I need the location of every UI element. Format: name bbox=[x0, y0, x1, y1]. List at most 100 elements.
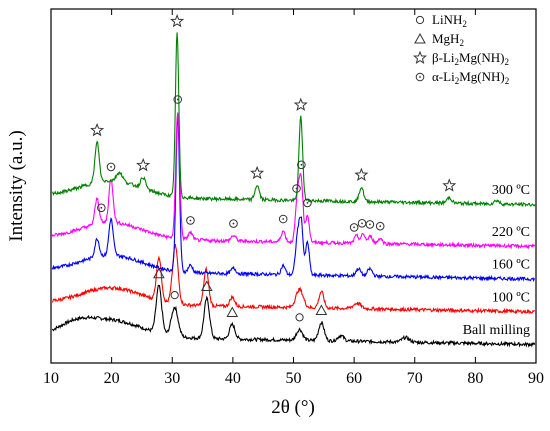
marker-dot bbox=[379, 225, 382, 228]
phase-marker-star bbox=[250, 165, 265, 180]
phase-marker-dotted-circle bbox=[186, 216, 195, 225]
tick-layer: 10 20 30 40 50 60 70 80 90 bbox=[43, 9, 544, 387]
phase-marker-dotted-circle bbox=[106, 162, 116, 172]
legend-label-main: MgH bbox=[432, 31, 459, 46]
x-tick-label: 50 bbox=[286, 370, 302, 387]
phase-marker-dotted-circle bbox=[349, 223, 359, 232]
marker-ring bbox=[106, 162, 116, 172]
series-label: Ball milling bbox=[463, 323, 530, 338]
x-tick-label: 30 bbox=[164, 370, 180, 387]
marker-dot bbox=[282, 218, 285, 220]
series-line-4 bbox=[51, 32, 536, 208]
marker-ring bbox=[415, 72, 425, 82]
marker-ring bbox=[97, 203, 106, 213]
marker-dot bbox=[353, 226, 356, 229]
series-label: 220 ºC bbox=[492, 225, 530, 240]
marker-dot bbox=[306, 202, 309, 204]
marker-dot bbox=[300, 163, 303, 166]
x-tick-label: 80 bbox=[467, 370, 483, 387]
phase-marker-dotted-circle bbox=[357, 219, 367, 228]
phase-marker-dotted-circle bbox=[303, 198, 312, 208]
phase-marker-triangle bbox=[315, 304, 328, 315]
legend-label-sub: 2 bbox=[455, 57, 460, 67]
legend-symbol-triangle bbox=[414, 32, 426, 44]
marker-dot bbox=[368, 223, 371, 226]
phase-marker-dotted-circle bbox=[297, 160, 306, 170]
marker-dot bbox=[419, 76, 421, 78]
phase-marker-star bbox=[136, 157, 151, 172]
marker-ring bbox=[292, 184, 301, 193]
series-line-1 bbox=[52, 243, 535, 315]
marker-ring bbox=[278, 214, 288, 224]
phase-marker-star bbox=[442, 178, 457, 192]
legend-symbol-star bbox=[413, 50, 427, 65]
marker-dot bbox=[110, 166, 112, 168]
phase-marker-dotted-circle bbox=[375, 221, 385, 231]
series-line-2 bbox=[51, 116, 536, 283]
phase-marker-dotted-circle bbox=[278, 214, 288, 224]
phase-marker-star bbox=[293, 97, 308, 111]
phase-marker-triangle bbox=[200, 280, 213, 292]
legend-label-main: α-Li bbox=[432, 69, 455, 84]
legend-label: β-Li2Mg(NH)2 bbox=[432, 50, 509, 67]
x-axis-label: 2θ (°) bbox=[271, 397, 315, 418]
marker-ring bbox=[186, 216, 195, 225]
legend-label-rest: Mg(NH) bbox=[459, 50, 505, 65]
phase-marker-triangle bbox=[153, 267, 165, 279]
marker-ring bbox=[365, 220, 375, 229]
series-label: 160 ºC bbox=[492, 258, 530, 273]
marker-ring bbox=[173, 95, 183, 104]
x-tick-label: 10 bbox=[43, 370, 59, 387]
marker-dot bbox=[176, 98, 179, 101]
marker-ring bbox=[349, 223, 359, 232]
x-tick-label: 90 bbox=[528, 370, 544, 387]
marker-dot bbox=[295, 187, 298, 190]
legend-label: MgH2 bbox=[432, 31, 464, 48]
phase-marker-dotted-circle bbox=[365, 220, 375, 229]
marker-dot bbox=[361, 222, 363, 225]
x-tick-label: 20 bbox=[104, 370, 120, 387]
legend-label-sub2: 2 bbox=[505, 57, 510, 67]
series-label: 100 ºC bbox=[492, 290, 530, 305]
phase-marker-star bbox=[170, 14, 185, 28]
marker-ring bbox=[297, 160, 306, 170]
legend-symbol-circle bbox=[415, 15, 425, 25]
series-layer bbox=[51, 32, 536, 348]
series-line-0 bbox=[51, 284, 536, 348]
marker-ring bbox=[229, 219, 238, 228]
legend-label-sub: 2 bbox=[462, 19, 467, 29]
phase-marker-dotted-circle bbox=[173, 95, 183, 104]
legend-label-sub2: 2 bbox=[505, 76, 510, 86]
marker-layer bbox=[90, 14, 457, 322]
legend-label-main: LiNH bbox=[432, 12, 462, 27]
legend-label-sub: 2 bbox=[455, 76, 460, 86]
phase-marker-star bbox=[90, 122, 105, 137]
marker-dot bbox=[100, 206, 103, 209]
marker-ring bbox=[303, 198, 312, 208]
phase-marker-circle bbox=[170, 291, 179, 300]
phase-marker-star bbox=[354, 167, 369, 182]
legend-label-rest: Mg(NH) bbox=[459, 69, 505, 84]
legend-symbol-dotted-circle bbox=[415, 72, 425, 82]
legend-label: α-Li2Mg(NH)2 bbox=[432, 69, 509, 86]
phase-marker-circle bbox=[295, 313, 304, 322]
phase-marker-triangle bbox=[226, 306, 239, 317]
marker-dot bbox=[189, 219, 192, 222]
y-axis-label: Intensity (a.u.) bbox=[6, 130, 27, 241]
x-tick-label: 40 bbox=[225, 370, 241, 387]
x-tick-label: 60 bbox=[346, 370, 362, 387]
legend-label: LiNH2 bbox=[432, 12, 467, 29]
x-tick-label: 70 bbox=[407, 370, 423, 387]
phase-marker-dotted-circle bbox=[292, 184, 301, 193]
marker-ring bbox=[375, 221, 385, 231]
series-line-3 bbox=[51, 112, 536, 250]
legend-label-sub: 2 bbox=[459, 38, 464, 48]
legend-label-main: β-Li bbox=[432, 50, 455, 65]
marker-dot bbox=[232, 222, 235, 225]
phase-marker-dotted-circle bbox=[229, 219, 238, 228]
series-label: 300 ºC bbox=[492, 183, 530, 198]
series-label-layer: 300 ºC 220 ºC 160 ºC 100 ºC Ball milling bbox=[463, 183, 530, 338]
phase-marker-dotted-circle bbox=[97, 203, 106, 213]
